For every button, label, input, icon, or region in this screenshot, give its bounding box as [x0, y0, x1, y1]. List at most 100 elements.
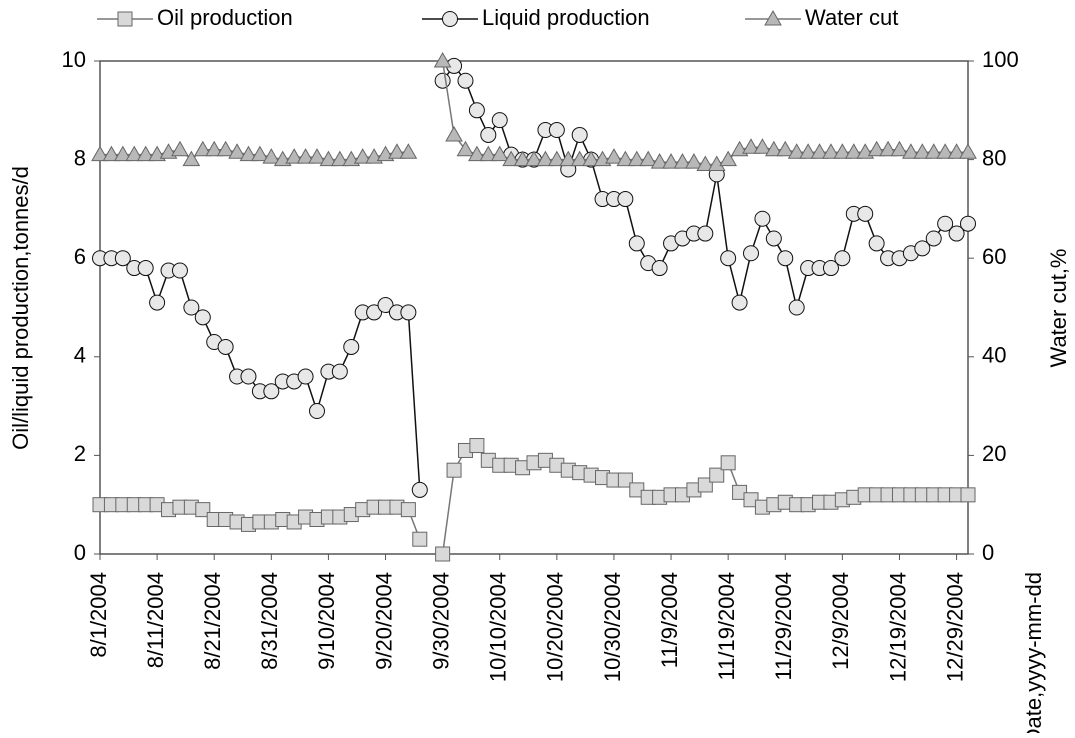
marker-circle — [628, 235, 645, 252]
marker-triangle — [468, 145, 486, 162]
marker-triangle — [536, 150, 555, 167]
y-tick-label: 0 — [74, 540, 86, 565]
y-tick-label: 6 — [74, 244, 86, 269]
marker-triangle — [639, 150, 658, 167]
y2-tick-label: 40 — [982, 343, 1006, 368]
marker-triangle — [662, 153, 680, 169]
marker-circle — [297, 368, 314, 385]
marker-triangle — [113, 145, 132, 162]
x-tick-label: 11/29/2004 — [771, 572, 796, 680]
x-tick-label: 11/19/2004 — [714, 572, 739, 680]
marker-circle — [777, 250, 794, 267]
marker-square — [435, 546, 451, 562]
marker-triangle — [228, 143, 246, 159]
x-tick-label: 12/29/2004 — [942, 572, 967, 682]
marker-circle — [149, 294, 166, 311]
marker-triangle — [91, 145, 109, 162]
x-tick-label: 10/20/2004 — [543, 572, 568, 682]
x-tick-label: 11/9/2004 — [657, 572, 682, 668]
marker-triangle — [171, 140, 189, 157]
marker-circle — [937, 215, 954, 232]
marker-square — [469, 438, 485, 454]
y2-tick-label: 80 — [982, 145, 1006, 170]
series-triangle — [91, 51, 977, 172]
marker-triangle — [399, 143, 418, 159]
legend-marker — [764, 9, 782, 26]
marker-triangle — [502, 150, 521, 167]
marker-square — [697, 477, 713, 493]
series-line — [100, 257, 421, 490]
x-tick-label: 12/19/2004 — [885, 572, 910, 682]
marker-circle — [743, 245, 759, 262]
marker-circle — [754, 210, 771, 227]
marker-triangle — [319, 150, 338, 167]
marker-circle — [217, 338, 234, 355]
marker-triangle — [479, 145, 498, 162]
x-tick-label: 9/30/2004 — [428, 572, 453, 670]
marker-circle — [960, 215, 976, 232]
y-tick-label: 4 — [74, 343, 86, 368]
marker-triangle — [251, 145, 269, 162]
marker-triangle — [776, 140, 795, 157]
marker-circle — [720, 250, 737, 267]
legend-label: Water cut — [805, 5, 898, 30]
y2-tick-label: 0 — [982, 540, 994, 565]
marker-circle — [183, 299, 200, 316]
y-tick-label: 10 — [62, 47, 86, 72]
marker-triangle — [582, 150, 600, 167]
marker-triangle — [547, 150, 566, 167]
marker-triangle — [867, 140, 886, 157]
legend-marker — [442, 11, 458, 27]
marker-triangle — [330, 150, 349, 167]
marker-triangle — [902, 143, 920, 159]
x-tick-label: 8/21/2004 — [200, 572, 225, 670]
x-tick-label: 9/20/2004 — [371, 572, 396, 670]
marker-triangle — [353, 148, 372, 164]
marker-triangle — [570, 150, 589, 167]
marker-triangle — [936, 143, 955, 159]
marker-triangle — [456, 140, 475, 157]
marker-circle — [857, 205, 874, 222]
marker-circle — [480, 126, 497, 143]
marker-triangle — [125, 145, 144, 162]
marker-triangle — [285, 148, 304, 164]
marker-triangle — [822, 143, 840, 159]
marker-circle — [651, 260, 668, 277]
marker-circle — [331, 363, 348, 380]
y2-tick-label: 20 — [982, 441, 1006, 466]
marker-circle — [457, 72, 474, 89]
marker-circle — [137, 260, 154, 277]
marker-triangle — [707, 155, 726, 172]
marker-triangle — [685, 153, 703, 169]
marker-circle — [309, 403, 325, 420]
marker-triangle — [742, 138, 760, 154]
marker-circle — [788, 299, 805, 316]
marker-circle — [925, 230, 942, 247]
marker-triangle — [605, 148, 623, 164]
marker-circle — [834, 250, 851, 267]
marker-triangle — [513, 150, 532, 167]
marker-triangle — [696, 155, 715, 172]
marker-circle — [765, 230, 782, 247]
legend-label: Liquid production — [482, 5, 650, 30]
marker-circle — [468, 102, 485, 119]
marker-triangle — [216, 140, 235, 157]
marker-triangle — [787, 143, 806, 159]
marker-triangle — [764, 140, 783, 157]
marker-triangle — [193, 140, 212, 157]
x-tick-label: 8/1/2004 — [86, 572, 111, 658]
marker-triangle — [525, 150, 543, 167]
marker-triangle — [673, 153, 692, 169]
marker-circle — [343, 338, 360, 355]
marker-triangle — [719, 150, 738, 167]
marker-triangle — [182, 150, 201, 167]
marker-circle — [914, 240, 931, 257]
marker-circle — [491, 112, 508, 129]
marker-triangle — [102, 145, 121, 162]
marker-circle — [263, 383, 280, 400]
marker-triangle — [445, 125, 463, 142]
marker-triangle — [559, 150, 578, 167]
marker-triangle — [627, 150, 646, 167]
marker-circle — [411, 481, 428, 498]
marker-square — [720, 455, 736, 471]
